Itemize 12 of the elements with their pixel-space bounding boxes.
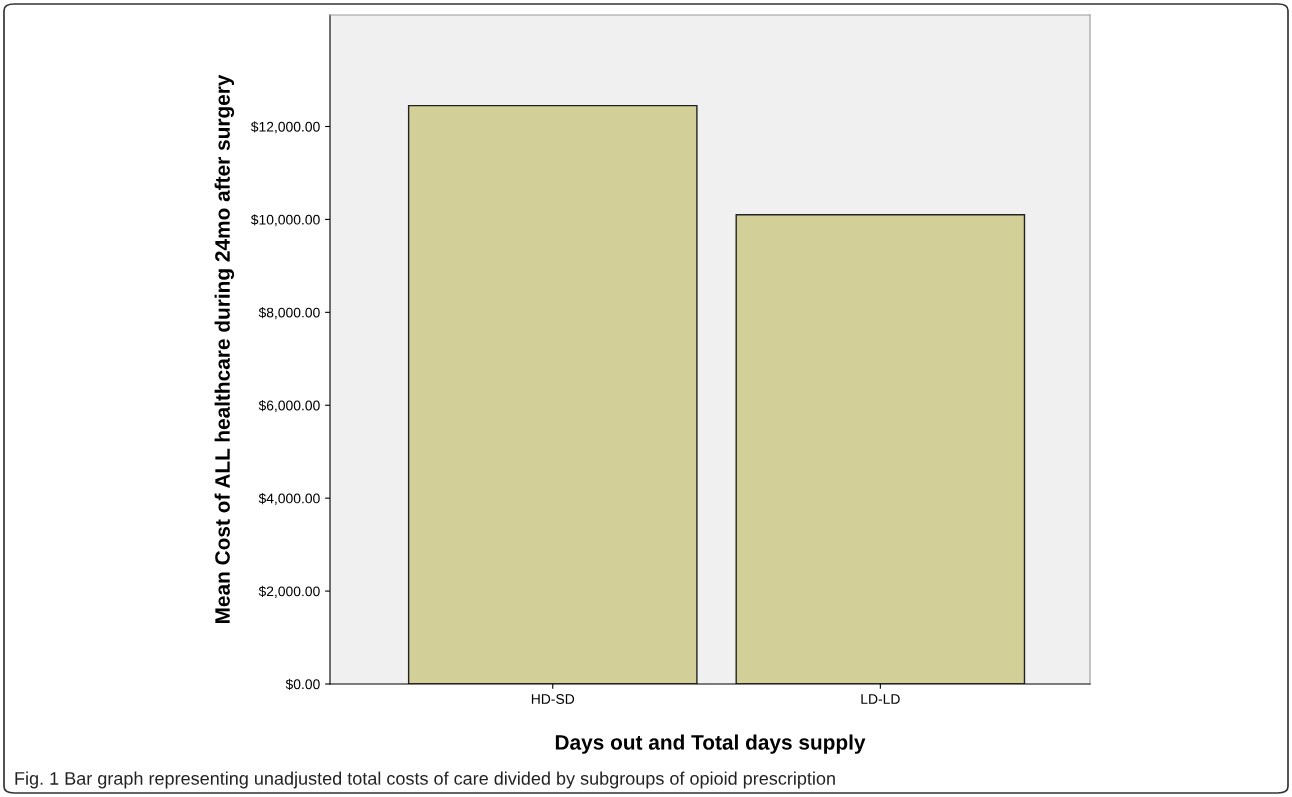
y-tick-label: $4,000.00 <box>258 492 320 505</box>
x-tick-label: LD-LD <box>861 694 900 704</box>
y-tick-label: $12,000.00 <box>250 121 320 134</box>
y-tick-label: $10,000.00 <box>250 214 320 227</box>
y-tick-label: $0.00 <box>285 678 320 690</box>
y-axis-title: Mean Cost of ALL healthcare during 24mo after surgery <box>214 74 235 624</box>
y-tick-label: $2,000.00 <box>258 585 320 598</box>
caption: Fig. 1 Bar graph representing unadjusted total costs of care divided by subgroups of opioid prescription <box>15 771 835 789</box>
x-tick-label: HD-SD <box>531 694 575 704</box>
x-axis-title: Days out and Total days supply <box>555 734 866 754</box>
y-tick-label: $6,000.00 <box>258 400 320 413</box>
y-tick-label: $8,000.00 <box>258 307 320 320</box>
